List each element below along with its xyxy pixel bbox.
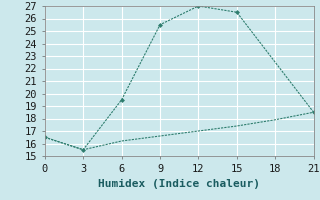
X-axis label: Humidex (Indice chaleur): Humidex (Indice chaleur) — [98, 179, 260, 189]
